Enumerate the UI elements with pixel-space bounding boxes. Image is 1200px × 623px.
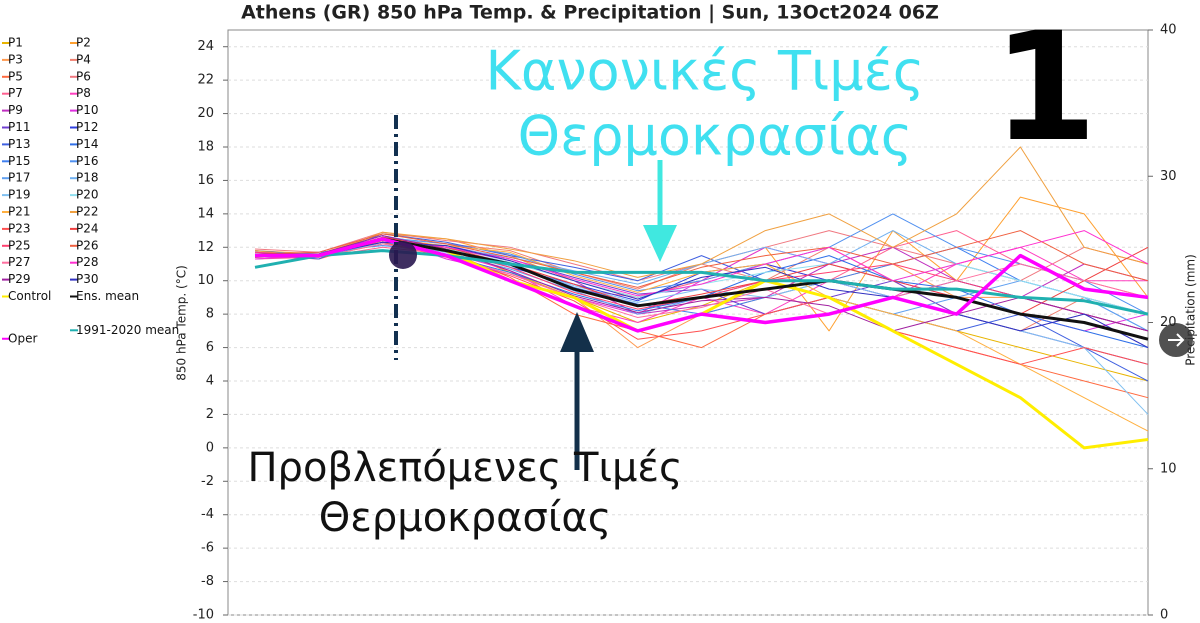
chart-title: Athens (GR) 850 hPa Temp. & Precipitatio…: [241, 2, 939, 24]
legend-label: P5: [8, 69, 23, 83]
legend-label: P6: [76, 69, 91, 83]
legend-label: P24: [76, 221, 99, 235]
y-tick-label: 6: [206, 340, 214, 355]
plot-area: [227, 29, 1149, 616]
legend-label: P26: [76, 238, 99, 252]
y-tick-label: -2: [201, 474, 214, 489]
annotation: Θερμοκρασίας: [319, 495, 611, 541]
annotation: 1: [993, 1, 1097, 175]
legend-label: P18: [76, 171, 99, 185]
legend-label: P1: [8, 36, 23, 50]
legend-label: P4: [76, 52, 91, 66]
y-tick-label: 2: [206, 407, 214, 422]
y-tick-label: -6: [201, 541, 214, 556]
y-tick-label: 4: [206, 374, 214, 389]
y2-tick-label: 40: [1160, 23, 1177, 38]
annotation: Θερμοκρασίας: [518, 105, 913, 168]
legend-label: P9: [8, 103, 23, 117]
legend-label: P29: [8, 272, 31, 286]
legend-label: P28: [76, 255, 99, 269]
y-tick-label: 16: [197, 173, 214, 188]
legend-label: P23: [8, 221, 31, 235]
annotation: Προβλεπόμενες Τιμές: [247, 445, 682, 491]
legend-label: P2: [76, 36, 91, 50]
y-tick-label: 12: [197, 240, 214, 255]
legend-label: P12: [76, 120, 99, 134]
legend-label: P25: [8, 238, 31, 252]
legend-label: P13: [8, 137, 31, 151]
legend-label: P19: [8, 188, 31, 202]
legend-label: P30: [76, 272, 99, 286]
start-marker: [389, 241, 417, 269]
legend-label: P8: [76, 86, 91, 100]
y-tick-label: -10: [193, 608, 214, 620]
series-line: [254, 230, 1149, 288]
legend-label: P27: [8, 255, 31, 269]
y-tick-label: 18: [197, 140, 214, 155]
y2-tick-label: 10: [1160, 461, 1177, 476]
legend-label: P15: [8, 154, 31, 168]
legend-label: P17: [8, 171, 31, 185]
next-icon[interactable]: [1168, 333, 1185, 347]
y-tick-label: 8: [206, 307, 214, 322]
y2-tick-label: 30: [1160, 169, 1177, 184]
series-line: [254, 146, 1149, 278]
y-tick-label: -4: [201, 507, 214, 522]
legend-label: P22: [76, 205, 99, 219]
y-tick-label: 10: [197, 273, 214, 288]
legend-label: P10: [76, 103, 99, 117]
y2-tick-label: 0: [1160, 608, 1168, 620]
y-axis-label: 850 hPa Temp. (°C): [175, 265, 189, 381]
arrow-head: [643, 225, 677, 262]
legend-label: P14: [76, 137, 99, 151]
y-tick-label: 24: [197, 39, 214, 54]
legend-label: Ens. mean: [76, 289, 139, 303]
y-tick-label: -8: [201, 574, 214, 589]
series-line: [254, 233, 1149, 382]
legend-label: Oper: [8, 331, 37, 345]
legend-label: P16: [76, 154, 99, 168]
y-tick-label: 22: [197, 73, 214, 88]
y-tick-label: 14: [197, 206, 214, 221]
legend-label: P20: [76, 188, 99, 202]
y-tick-label: 20: [197, 106, 214, 121]
legend-label: P3: [8, 52, 23, 66]
legend-label: P7: [8, 86, 23, 100]
y2-tick-label: 20: [1160, 315, 1177, 330]
arrow-head: [560, 312, 594, 352]
annotation: Κανονικές Τιμές: [485, 40, 924, 103]
legend-label: P11: [8, 120, 31, 134]
y-tick-label: 0: [206, 440, 214, 455]
next-button[interactable]: [1159, 323, 1193, 357]
series-line: [255, 235, 1149, 332]
legend-label: Control: [8, 289, 51, 303]
legend-label: 1991-2020 mean: [76, 323, 179, 337]
legend-label: P21: [8, 205, 31, 219]
